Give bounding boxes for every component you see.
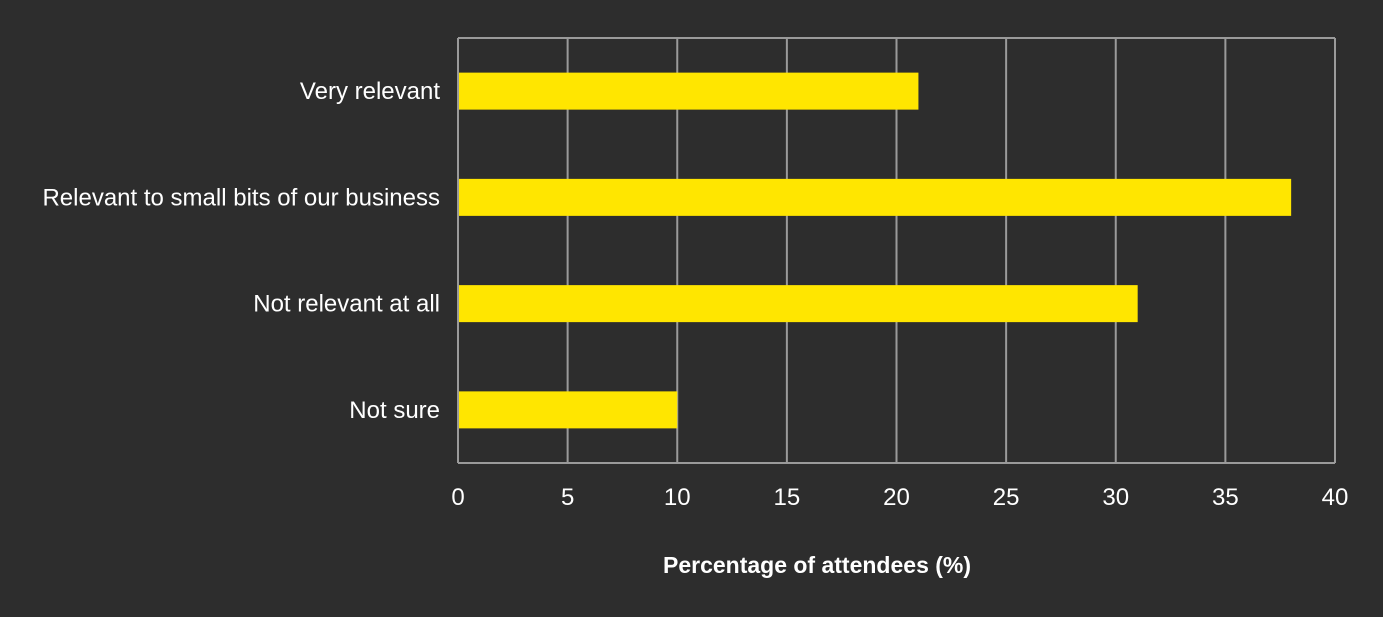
axes [457,37,1335,464]
bar [458,178,1292,216]
x-tick-label: 0 [451,484,464,511]
bar [458,391,678,429]
x-tick-label: 20 [883,484,910,511]
bar [458,72,919,110]
x-tick-label: 35 [1212,484,1239,511]
x-tick-label: 40 [1322,484,1349,511]
category-label: Very relevant [300,78,440,105]
category-labels: Very relevant Relevant to small bits of o… [42,78,440,424]
x-tick-label: 15 [774,484,801,511]
category-label: Not sure [349,397,440,424]
x-tick-label: 5 [561,484,574,511]
x-axis-title: Percentage of attendees (%) [663,552,971,578]
bars [458,72,1292,429]
category-label: Relevant to small bits of our business [42,184,440,211]
bar [458,285,1138,323]
x-tick-label: 30 [1102,484,1129,511]
x-tick-label: 10 [664,484,691,511]
x-tick-label: 25 [993,484,1020,511]
x-tick-labels: 0 5 10 15 20 25 30 35 40 [451,484,1348,511]
category-label: Not relevant at all [253,291,440,318]
